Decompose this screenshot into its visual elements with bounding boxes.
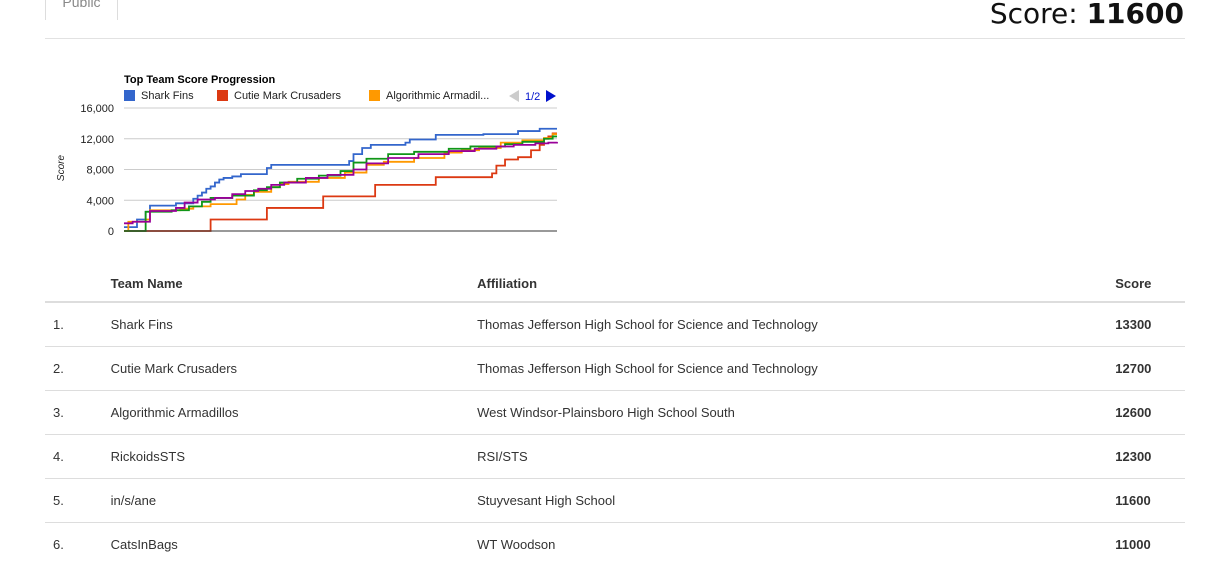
rank-cell: 6. — [45, 522, 111, 566]
table-row: 2. Cutie Mark Crusaders Thomas Jefferson… — [45, 346, 1185, 391]
score-value: 11600 — [1086, 0, 1184, 30]
score-progression-chart: Top Team Score Progression Shark Fins Cu… — [56, 74, 558, 238]
table-row: 5. in/s/ane Stuyvesant High School 11600 — [45, 478, 1185, 523]
affiliation-header: Affiliation — [477, 266, 1116, 303]
rank-cell: 1. — [53, 317, 64, 332]
series-line-in-s-ane — [124, 141, 558, 225]
team-score-display: Score: 11600 — [990, 0, 1184, 30]
legend-swatch-cutie-mark-crusaders — [217, 90, 228, 101]
table-row: 4. RickoidsSTS RSI/STS 12300 — [45, 434, 1185, 479]
score-cell: 12700 — [1115, 346, 1185, 391]
team-name-cell: Shark Fins — [110, 317, 173, 332]
legend-prev-arrow-icon[interactable] — [509, 90, 519, 102]
score-cell: 11600 — [1115, 478, 1185, 523]
rank-cell: 3. — [45, 390, 111, 435]
y-tick-label: 8,000 — [86, 165, 114, 177]
score-label: Score: — [989, 0, 1078, 30]
legend-swatch-algorithmic-armadillos — [369, 90, 380, 101]
y-axis-ticks: 0 4,000 8,000 12,000 16,000 — [80, 103, 114, 238]
score-cell: 12300 — [1115, 434, 1185, 479]
y-tick-label: 12,000 — [80, 134, 114, 146]
affiliation-cell: RSI/STS — [477, 434, 1116, 479]
table-row: 6. CatsInBags WT Woodson 11000 — [45, 522, 1185, 566]
legend-next-arrow-icon[interactable] — [546, 90, 556, 102]
chart-title: Top Team Score Progression — [124, 74, 275, 86]
y-tick-label: 0 — [108, 226, 114, 238]
legend-label-cutie-mark-crusaders: Cutie Mark Crusaders — [234, 90, 341, 102]
chart-gridlines — [124, 107, 557, 201]
scoreboard-table: Team Name Affiliation Score 1. Shark Fin… — [45, 266, 1185, 566]
rank-header — [45, 266, 111, 303]
y-tick-label: 4,000 — [86, 195, 114, 207]
team-name-cell: Algorithmic Armadillos — [110, 390, 478, 435]
rank-cell: 2. — [45, 346, 111, 391]
score-header: Score — [1115, 266, 1185, 303]
chart-series — [124, 127, 558, 232]
table-row: 3. Algorithmic Armadillos West Windsor-P… — [45, 390, 1185, 435]
team-name-cell: RickoidsSTS — [110, 434, 478, 479]
score-cell: 11000 — [1115, 522, 1185, 566]
score-cell: 12600 — [1115, 390, 1185, 435]
affiliation-cell: Thomas Jefferson High School for Science… — [477, 346, 1116, 391]
table-header-row: Team Name Affiliation Score — [45, 266, 1185, 303]
rank-cell: 5. — [45, 478, 111, 523]
chart-legend: Shark Fins Cutie Mark Crusaders Algorith… — [124, 90, 556, 103]
affiliation-cell: WT Woodson — [477, 522, 1116, 566]
legend-label-shark-fins: Shark Fins — [141, 90, 194, 102]
team-name-cell: CatsInBags — [110, 522, 478, 566]
legend-page-indicator: 1/2 — [525, 91, 540, 103]
table-row: 1. Shark Fins Thomas Jefferson High Scho… — [45, 302, 1185, 347]
y-tick-label: 16,000 — [80, 103, 114, 115]
legend-label-algorithmic-armadillos: Algorithmic Armadil... — [386, 90, 489, 102]
series-line-rickoidssts — [124, 135, 557, 232]
team-name-cell: in/s/ane — [110, 478, 478, 523]
legend-swatch-shark-fins — [124, 90, 135, 101]
affiliation-cell: Stuyvesant High School — [477, 478, 1116, 523]
rank-cell: 4. — [45, 434, 111, 479]
team-name-cell: Cutie Mark Crusaders — [110, 346, 478, 391]
team-name-header: Team Name — [110, 266, 478, 303]
affiliation-cell: West Windsor-Plainsboro High School Sout… — [477, 390, 1116, 435]
header-divider — [45, 38, 1185, 39]
score-cell: 13300 — [1115, 317, 1152, 332]
tab-public[interactable]: Public — [45, 0, 118, 20]
y-axis-title: Score — [56, 155, 67, 182]
affiliation-cell: Thomas Jefferson High School for Science… — [477, 317, 818, 332]
